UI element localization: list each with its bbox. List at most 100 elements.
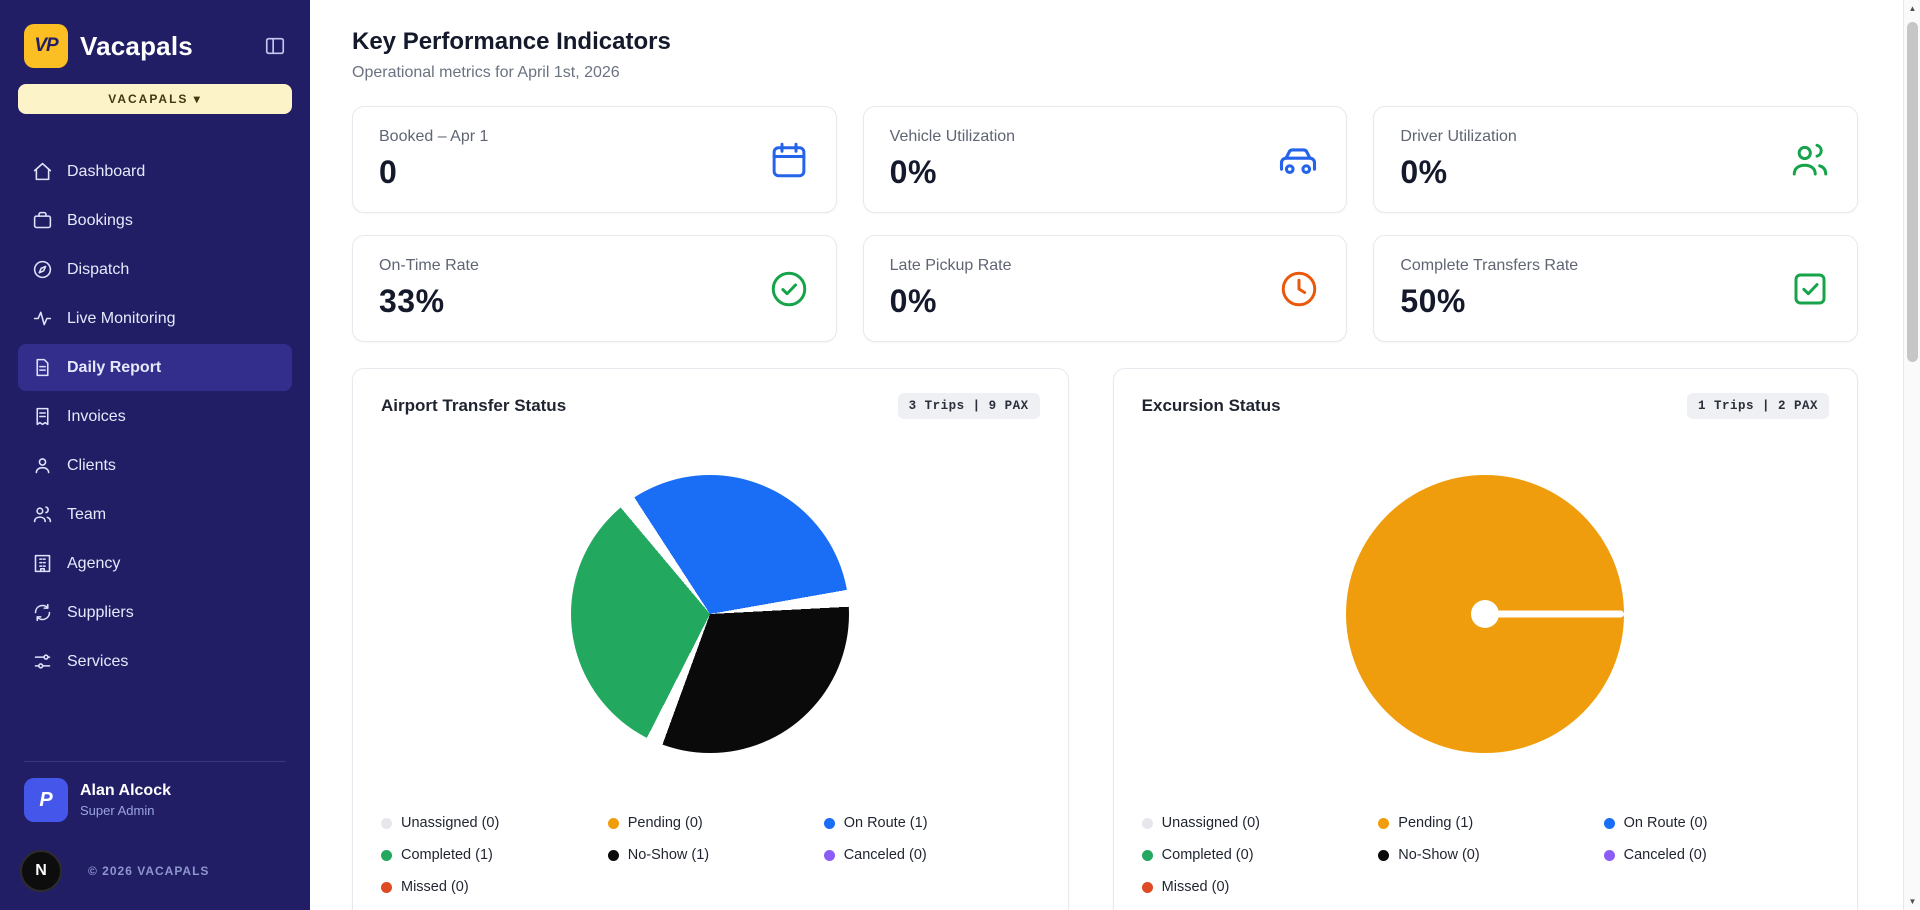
sidebar-item-label: Daily Report [67,358,162,376]
trips-pax-badge: 1 Trips | 2 PAX [1686,393,1829,419]
sidebar-item-daily-report[interactable]: Daily Report [18,344,292,391]
sidebar-item-label: Invoices [67,407,126,425]
legend-dot [823,817,835,829]
legend-item: Unassigned (0) [381,815,608,831]
kpi-label: Driver Utilization [1400,128,1517,145]
sidebar-item-bookings[interactable]: Bookings [18,197,292,244]
calendar-icon [768,139,810,181]
user-role: Super Admin [80,803,155,818]
legend-dot [607,849,619,861]
sidebar-item-label: Suppliers [67,603,134,621]
chart-title: Excursion Status [1141,396,1281,415]
legend-dot [1141,849,1153,861]
excursion-status-card: Excursion Status 1 Trips | 2 PAX Unassig… [1112,368,1858,910]
sidebar-item-agency[interactable]: Agency [18,540,292,587]
kpi-card-driver-utilization: Driver Utilization 0% [1373,106,1858,213]
legend-item: Pending (0) [607,815,824,831]
kpi-label: Booked – Apr 1 [379,128,489,145]
briefcase-icon [32,210,53,231]
legend-dot [1378,849,1390,861]
sidebar-item-label: Bookings [67,211,133,229]
home-icon [32,161,53,182]
scrollbar-thumb[interactable] [1907,22,1918,362]
charts-grid: Airport Transfer Status 3 Trips | 9 PAX … [352,368,1858,910]
sidebar: VP Vacapals VACAPALS ▾ Dashboard Booking… [0,0,310,910]
sidebar-nav: Dashboard Bookings Dispatch Live Monitor… [18,148,292,685]
legend-item: No-Show (1) [607,847,824,863]
workspace-selector[interactable]: VACAPALS ▾ [18,84,292,114]
chart-title: Airport Transfer Status [381,396,567,415]
sidebar-item-suppliers[interactable]: Suppliers [18,589,292,636]
scroll-up-arrow[interactable]: ▲ [1908,4,1917,13]
sidebar-item-label: Dispatch [67,260,130,278]
kpi-label: Vehicle Utilization [889,128,1016,145]
app-name: Vacapals [80,30,193,61]
legend-label: No-Show (0) [1398,847,1480,863]
sidebar-item-label: Services [67,652,129,670]
legend-item: Canceled (0) [1603,847,1829,863]
legend-item: Missed (0) [1141,879,1379,895]
sidebar-item-live-monitoring[interactable]: Live Monitoring [18,295,292,342]
sidebar-item-dispatch[interactable]: Dispatch [18,246,292,293]
kpi-label: Complete Transfers Rate [1400,257,1579,274]
legend-dot [1141,817,1153,829]
sliders-icon [32,651,53,672]
kpi-grid: Booked – Apr 1 0 Vehicle Utilization 0% … [352,106,1858,342]
legend-dot [607,817,619,829]
legend-item: On Route (1) [823,815,1040,831]
legend-label: Unassigned (0) [1161,815,1260,831]
scroll-down-arrow[interactable]: ▼ [1908,897,1917,906]
sidebar-item-label: Live Monitoring [67,309,176,327]
kpi-value: 0% [889,154,937,190]
chart-legend: Unassigned (0) Pending (0) On Route (1) … [381,815,1040,895]
legend-item: Missed (0) [381,879,608,895]
legend-item: On Route (0) [1603,815,1829,831]
kpi-card-on-time-rate: On-Time Rate 33% [352,235,837,342]
excursion-pie-chart [1346,475,1625,753]
sidebar-item-label: Agency [67,554,121,572]
invoice-icon [32,406,53,427]
legend-dot [1378,817,1390,829]
check-circle-icon [768,268,810,310]
legend-label: Completed (1) [401,847,493,863]
kpi-label: On-Time Rate [379,257,479,274]
sidebar-item-services[interactable]: Services [18,638,292,685]
app-logo: VP [24,24,68,68]
legend-item: No-Show (0) [1378,847,1603,863]
sidebar-collapse-icon[interactable] [264,35,286,57]
kpi-value: 0% [1400,154,1448,190]
legend-label: Pending (0) [627,815,703,831]
brand: VP Vacapals [18,24,292,68]
page-subtitle: Operational metrics for April 1st, 2026 [352,64,620,81]
airport-transfer-pie-chart [571,475,850,753]
legend-item: Pending (1) [1378,815,1603,831]
sidebar-item-team[interactable]: Team [18,491,292,538]
sidebar-item-label: Dashboard [67,162,146,180]
legend-item: Completed (1) [381,847,608,863]
legend-label: Missed (0) [1161,879,1230,895]
legend-label: Canceled (0) [843,847,927,863]
sidebar-item-invoices[interactable]: Invoices [18,393,292,440]
legend-label: Missed (0) [401,879,469,895]
kpi-card-vehicle-utilization: Vehicle Utilization 0% [862,106,1348,213]
scrollbar: ▲ ▼ [1903,0,1920,910]
car-icon [1276,138,1320,182]
kpi-card-late-pickup-rate: Late Pickup Rate 0% [862,235,1348,342]
chart-legend: Unassigned (0) Pending (1) On Route (0) … [1141,815,1829,895]
sidebar-item-clients[interactable]: Clients [18,442,292,489]
airport-transfer-status-card: Airport Transfer Status 3 Trips | 9 PAX … [352,368,1069,910]
sidebar-item-dashboard[interactable]: Dashboard [18,148,292,195]
legend-dot [823,849,835,861]
trips-pax-badge: 3 Trips | 9 PAX [897,393,1040,419]
legend-dot [1141,881,1153,893]
users-icon [32,504,53,525]
check-square-icon [1789,268,1831,310]
legend-item: Canceled (0) [823,847,1040,863]
avatar: P [24,778,68,822]
copyright: © 2026 VACAPALS [88,864,210,878]
user-profile[interactable]: P Alan Alcock Super Admin [18,778,292,822]
legend-label: No-Show (1) [627,847,710,863]
main-content: Key Performance Indicators Operational m… [310,0,1920,910]
page-title: Key Performance Indicators [352,28,671,55]
floating-n-button[interactable]: N [20,850,62,892]
